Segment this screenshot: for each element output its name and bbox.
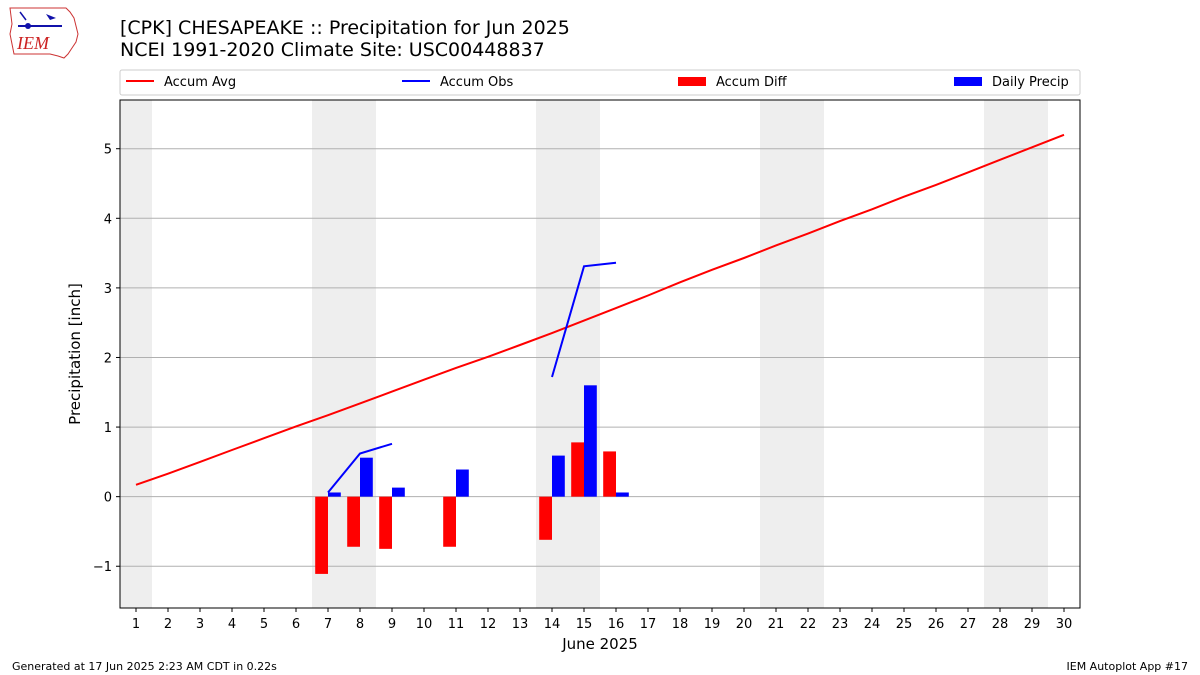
legend-label: Daily Precip [992, 75, 1069, 90]
x-tick-label: 28 [992, 617, 1009, 632]
daily-precip-bar [584, 385, 597, 497]
x-tick-label: 21 [768, 617, 785, 632]
chart-subtitle: NCEI 1991-2020 Climate Site: USC00448837 [120, 39, 545, 61]
accum-diff-bar [347, 496, 360, 547]
y-tick-label: 4 [104, 212, 112, 227]
legend-swatch-bar [678, 77, 706, 86]
daily-precip-bar [328, 492, 341, 497]
x-tick-label: 30 [1056, 617, 1073, 632]
legend: Accum Avg Accum Obs Accum Diff Daily Precip [119, 69, 1081, 96]
plot-grid [120, 148, 1080, 567]
chart-title: [CPK] CHESAPEAKE :: Precipitation for Ju… [120, 17, 570, 39]
y-axis-label: Precipitation [inch] [66, 283, 84, 425]
plot-lines [135, 133, 1065, 494]
x-axis-label: June 2025 [561, 635, 638, 653]
generated-timestamp: Generated at 17 Jun 2025 2:23 AM CDT in … [12, 660, 277, 673]
y-tick-label: 1 [104, 421, 112, 436]
x-tick-label: 19 [704, 617, 721, 632]
legend-label: Accum Diff [716, 75, 788, 90]
daily-precip-bar [360, 457, 373, 497]
x-tick-label: 18 [672, 617, 689, 632]
accum-diff-bar [539, 496, 552, 540]
weekend-shade [984, 100, 1048, 608]
weekend-shade [120, 100, 152, 608]
y-tick-label: 2 [104, 351, 112, 366]
x-tick-label: 20 [736, 617, 753, 632]
x-tick-label: 23 [832, 617, 849, 632]
x-tick-label: 14 [544, 617, 561, 632]
y-tick-label: 3 [104, 282, 112, 297]
x-tick-label: 11 [448, 617, 465, 632]
plot-bars [315, 385, 629, 574]
x-tick-label: 8 [356, 617, 364, 632]
accum-diff-bar [315, 496, 328, 574]
x-tick-label: 26 [928, 617, 945, 632]
x-tick-label: 10 [416, 617, 433, 632]
x-tick-label: 22 [800, 617, 817, 632]
x-tick-label: 25 [896, 617, 913, 632]
x-tick-label: 4 [228, 617, 236, 632]
legend-box [119, 69, 1081, 96]
legend-label: Accum Avg [164, 75, 236, 90]
accum-diff-bar [603, 451, 616, 497]
x-tick-label: 16 [608, 617, 625, 632]
x-tick-label: 5 [260, 617, 268, 632]
x-tick-label: 15 [576, 617, 593, 632]
iem-logo: IEM [9, 7, 79, 59]
daily-precip-bar [392, 487, 405, 497]
x-tick-label: 17 [640, 617, 657, 632]
accum-diff-bar [443, 496, 456, 547]
plot-background [120, 100, 1048, 608]
x-tick-label: 29 [1024, 617, 1041, 632]
y-tick-label: 5 [104, 143, 112, 158]
daily-precip-bar [552, 455, 565, 497]
y-axis-ticks: −1 0 1 2 3 4 5 [93, 143, 120, 575]
x-tick-label: 12 [480, 617, 497, 632]
legend-swatch-bar [954, 77, 982, 86]
logo-text: IEM [16, 33, 50, 53]
y-tick-label: −1 [93, 560, 112, 575]
x-tick-label: 2 [164, 617, 172, 632]
accum-avg-line [135, 133, 1065, 486]
accum-diff-bar [379, 496, 392, 549]
x-axis-ticks: 1 2 3 4 5 6 7 8 9 10 11 12 13 14 15 16 17 18 19 20 21 22 23 24 2… [132, 608, 1072, 632]
weekend-shade [760, 100, 824, 608]
x-tick-label: 9 [388, 617, 396, 632]
app-credit: IEM Autoplot App #17 [1066, 660, 1189, 673]
plot-frame [119, 99, 1081, 609]
accum-diff-bar [571, 442, 584, 497]
x-tick-label: 13 [512, 617, 529, 632]
x-tick-label: 24 [864, 617, 881, 632]
legend-label: Accum Obs [440, 75, 513, 90]
x-tick-label: 6 [292, 617, 300, 632]
x-tick-label: 1 [132, 617, 140, 632]
x-tick-label: 7 [324, 617, 332, 632]
daily-precip-bar [456, 469, 469, 497]
x-tick-label: 3 [196, 617, 204, 632]
daily-precip-bar [616, 492, 629, 497]
accum-obs-line [327, 261, 617, 494]
y-tick-label: 0 [104, 491, 112, 506]
x-tick-label: 27 [960, 617, 977, 632]
